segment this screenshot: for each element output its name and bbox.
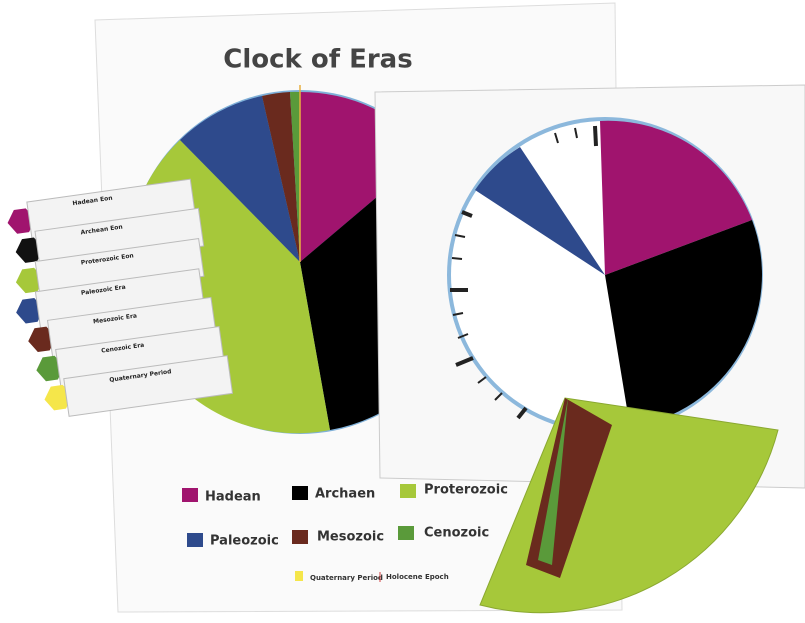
clock bbox=[447, 117, 763, 433]
legend-label: Mesozoic bbox=[317, 530, 384, 545]
legend-label: Paleozoic bbox=[210, 534, 279, 549]
legend-label: Proterozoic bbox=[424, 483, 508, 498]
legend-label: Hadean bbox=[205, 490, 261, 505]
legend-label: Quaternary Period bbox=[310, 574, 383, 582]
legend-label: Holocene Epoch bbox=[386, 573, 449, 581]
poster-title: Clock of Eras bbox=[223, 45, 412, 75]
cards: Hadean Eon Archean Eon Proterozoic Eon P… bbox=[1, 177, 232, 421]
legend-label: Cenozoic bbox=[424, 526, 489, 541]
legend-label: Archaen bbox=[315, 487, 375, 502]
scene: Clock of Eras Hadean Archaen Proterozoic… bbox=[0, 0, 805, 623]
